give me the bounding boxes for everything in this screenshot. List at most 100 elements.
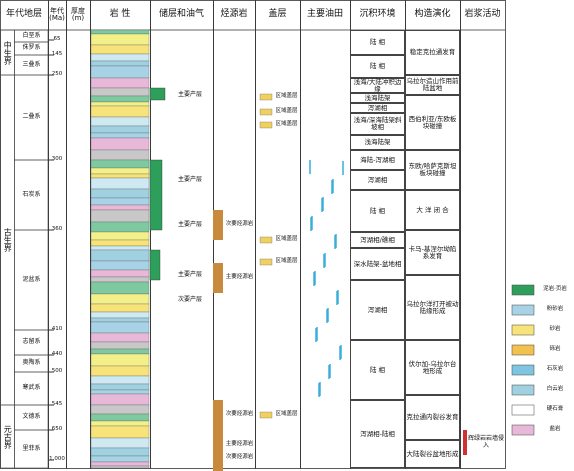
reservoir-label: 主要产层 <box>177 220 202 228</box>
source-rock-bar <box>213 400 223 430</box>
column-box <box>300 0 351 469</box>
age-label: 440 <box>51 351 63 358</box>
age-label: 1,000 <box>49 456 65 463</box>
column-header: 构造演化 <box>414 9 451 20</box>
lithology-band <box>90 249 150 262</box>
lithology-band <box>90 321 150 334</box>
legend-label: 石灰岩 <box>546 366 564 373</box>
column-header: 年代 (Ma) <box>49 6 65 22</box>
lithology-band <box>90 221 150 233</box>
age-label: 500 <box>51 368 63 375</box>
source-rock-label: 次要烃源岩 <box>225 221 254 228</box>
lithology-band <box>90 87 150 97</box>
system-label: 奥陶系 <box>22 359 41 367</box>
environment-cell: 深水陆架-盆地相 <box>350 248 405 280</box>
system-label: 里菲系 <box>22 444 41 452</box>
environment-cell: 浅海陆架 <box>350 93 405 103</box>
legend-swatch <box>511 324 535 336</box>
environment-cell: 浅海/深海陆架斜坡相 <box>350 113 405 135</box>
column-header: 烃源岩 <box>220 9 248 20</box>
lithology-band <box>90 293 150 305</box>
column-box <box>66 0 91 469</box>
lithology-band <box>90 437 150 449</box>
lithology-band <box>90 231 150 241</box>
lithology-band <box>90 365 150 377</box>
lithology-band <box>90 149 150 161</box>
source-rock-bar <box>213 210 223 240</box>
cap-rock-label: 区域盖层 <box>275 93 298 100</box>
lithology-band <box>90 188 150 199</box>
environment-cell: 泻湖相 <box>350 103 405 113</box>
source-rock-label: 次要烃源岩 <box>225 454 254 461</box>
environment-cell: 陆 相 <box>350 55 405 78</box>
system-label: 寒武系 <box>22 384 41 392</box>
lithology-band <box>90 455 150 463</box>
lithology-band <box>90 245 150 251</box>
environment-cell: 泻湖相/礁相 <box>350 232 405 248</box>
environment-cell: 泻湖相-陆相 <box>350 400 405 468</box>
age-label: 650 <box>51 426 63 433</box>
lithology-band <box>90 404 150 415</box>
lithology-band <box>90 276 150 283</box>
column-header: 储层和油气 <box>158 9 204 20</box>
system-label: 白垩系 <box>22 31 41 39</box>
system-label: 二叠系 <box>22 113 41 121</box>
column-header: 主要油田 <box>306 9 343 20</box>
lithology-band <box>90 137 150 151</box>
environment-cell: 陆 相 <box>350 190 405 232</box>
age-label: 410 <box>51 326 63 333</box>
column-header: 岩浆活动 <box>464 9 501 20</box>
era-label: 古生界 <box>3 228 13 252</box>
source-rock-bar <box>213 443 223 471</box>
lithology-band <box>90 311 150 319</box>
age-label: 65 <box>53 36 61 43</box>
cap-rock-bar <box>259 121 273 129</box>
lithology-band <box>90 375 150 385</box>
column-header: 年代地层 <box>5 9 42 20</box>
reservoir-interval <box>149 249 161 281</box>
reservoir-label: 次要产层 <box>177 295 202 303</box>
system-label: 泥盆系 <box>22 275 41 283</box>
system-label: 志留系 <box>22 338 41 346</box>
reservoir-interval <box>149 87 166 101</box>
lithology-band <box>90 65 150 79</box>
lithology-band <box>90 303 150 313</box>
tectonic-cell: 西伯利亚/东欧板块碰撞 <box>405 95 460 150</box>
lithology-band <box>90 204 150 211</box>
lithology-band <box>90 353 150 367</box>
lithology-band <box>90 60 150 67</box>
legend-swatch <box>511 304 535 316</box>
age-label: 250 <box>51 71 63 78</box>
source-rock-bar <box>213 263 223 293</box>
lithology-band <box>90 317 150 323</box>
lithology-band <box>90 116 150 127</box>
legend-swatch <box>511 404 535 416</box>
magmatism-bar <box>463 430 467 455</box>
legend-label: 粉砂岩 <box>546 306 564 313</box>
lithology-band <box>90 95 150 103</box>
lithology-band <box>90 125 150 134</box>
lithology-band <box>90 29 150 35</box>
column-header: 厚度 (m) <box>71 6 85 22</box>
tectonic-cell: 乌拉尔造山作用前陆盆地 <box>405 75 460 95</box>
era-label: 元古界 <box>3 424 13 449</box>
system-label: 三叠系 <box>22 60 41 68</box>
age-label: 300 <box>51 156 63 163</box>
lithology-band <box>90 105 150 118</box>
lithology-band <box>90 383 150 391</box>
era-label: 中生界 <box>3 40 13 65</box>
environment-cell: 浅海/大陆冲积边缘 <box>350 78 405 93</box>
lithology-band <box>90 33 150 46</box>
lithology-band <box>90 44 150 55</box>
legend-swatch <box>511 424 535 436</box>
lithology-band <box>90 132 150 139</box>
column-header: 岩 性 <box>109 9 131 20</box>
tectonic-cell: 克拉通内裂谷发育 <box>405 395 460 440</box>
column-header: 沉积环境 <box>359 9 396 20</box>
environment-cell: 陆 相 <box>350 340 405 400</box>
source-rock-label: 次要烃源岩 <box>225 411 254 418</box>
cap-rock-label: 区域盖层 <box>275 121 298 128</box>
tectonic-cell: 卡马-基涅尔坳陷系发育 <box>405 230 460 275</box>
